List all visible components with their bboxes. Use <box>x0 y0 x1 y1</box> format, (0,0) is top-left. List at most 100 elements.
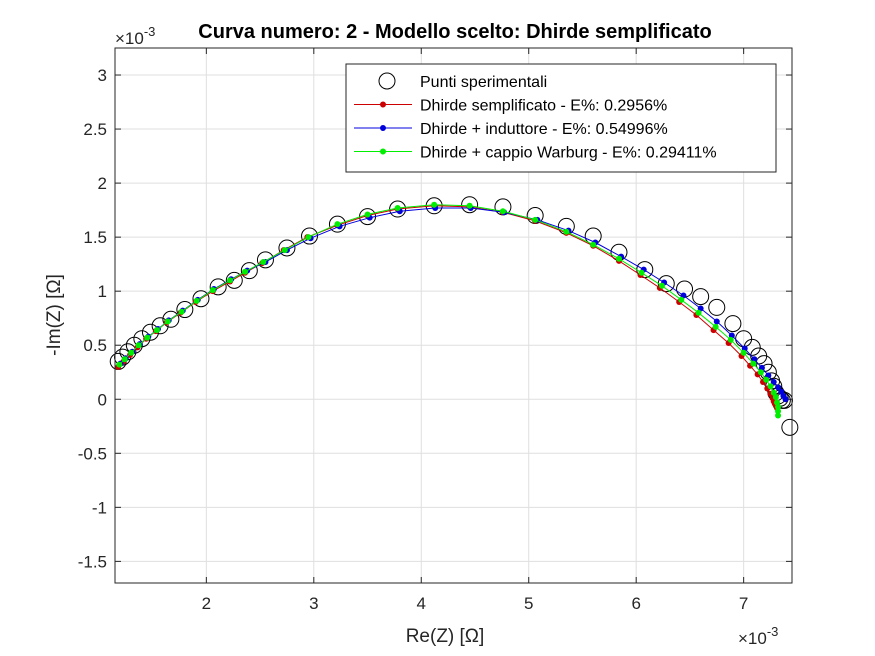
legend-item: Punti sperimentali <box>378 72 547 91</box>
y-axis-label: -Im(Z) [Ω] <box>44 274 65 356</box>
series-point <box>193 297 200 304</box>
series-point <box>532 216 539 223</box>
legend-label: Dhirde semplificato - E%: 0.2956% <box>420 98 667 115</box>
y-tick-label: 2 <box>98 174 107 193</box>
series-point <box>767 383 774 390</box>
series-point <box>209 287 216 294</box>
series-point <box>775 384 782 391</box>
experimental-point <box>692 288 710 306</box>
y-exponent-base: ×10 <box>115 29 144 48</box>
series-point <box>466 202 473 209</box>
series-point <box>144 334 151 341</box>
series-point <box>563 228 570 235</box>
series-point <box>499 208 506 215</box>
x-tick-labels: 2 3 4 5 6 7 <box>202 594 749 613</box>
y-exponent-label: ×10-3 <box>115 24 155 48</box>
legend-box <box>345 63 777 173</box>
y-tick-label: -0.5 <box>78 444 107 463</box>
x-tick-label: 7 <box>739 594 748 613</box>
legend-item: Dhirde + induttore - E%: 0.54996% <box>354 121 668 138</box>
x-tick-label: 3 <box>309 594 318 613</box>
series-layer <box>109 196 799 436</box>
axes-box <box>114 47 793 584</box>
experimental-point <box>389 200 407 218</box>
experimental-point <box>781 418 799 436</box>
experimental-point <box>225 271 243 289</box>
x-tick-label: 5 <box>524 594 533 613</box>
series-point <box>638 269 645 276</box>
legend-item: Dhirde semplificato - E%: 0.2956% <box>354 98 667 115</box>
legend-label: Dhirde + cappio Warburg - E%: 0.29411% <box>420 145 717 162</box>
series-point <box>128 349 135 356</box>
series-point <box>713 318 720 325</box>
series-point <box>615 255 622 262</box>
x-exponent-power: -3 <box>767 624 779 639</box>
experimental-point <box>192 290 210 308</box>
experimental-point <box>301 227 319 245</box>
x-exponent-label: ×10-3 <box>738 624 778 648</box>
series-point <box>281 247 288 254</box>
legend-marker <box>380 125 386 131</box>
y-exponent-power: -3 <box>144 24 156 39</box>
series-point <box>757 369 764 376</box>
series-point <box>775 412 782 419</box>
series-point <box>775 408 782 415</box>
experimental-point <box>151 317 169 335</box>
y-tick-label: 1.5 <box>83 228 107 247</box>
series-point <box>740 349 747 356</box>
legend-marker <box>380 148 386 155</box>
series-point <box>678 296 685 303</box>
y-tick-label: 0.5 <box>83 336 107 355</box>
series-point <box>242 268 249 275</box>
series-point <box>775 403 782 410</box>
y-tick-label: -1 <box>92 498 107 517</box>
y-tick-label: 2.5 <box>83 120 107 139</box>
series-point <box>658 282 665 289</box>
x-tick-label: 6 <box>631 594 640 613</box>
experimental-point <box>240 262 258 280</box>
series-point <box>178 308 185 315</box>
series-point <box>121 356 128 363</box>
experimental-point <box>176 301 194 319</box>
series-point <box>153 327 160 334</box>
y-tick-label: 1 <box>98 282 107 301</box>
series-point <box>782 396 789 403</box>
chart-title: Curva numero: 2 - Modello scelto: Dhirde… <box>198 21 711 43</box>
series-point <box>364 211 371 218</box>
experimental-point <box>461 196 479 214</box>
legend-label: Dhirde + induttore - E%: 0.54996% <box>420 121 668 138</box>
series-point <box>305 234 312 241</box>
legend-item: Dhirde + cappio Warburg - E%: 0.29411% <box>354 145 717 162</box>
series-point <box>695 309 702 316</box>
experimental-point <box>724 315 742 333</box>
legend-label: Punti sperimentali <box>420 74 547 91</box>
series-point <box>334 221 341 228</box>
y-tick-label: 3 <box>98 66 107 85</box>
x-exponent-base: ×10 <box>738 629 767 648</box>
legend-marker <box>378 72 396 90</box>
y-tick-labels: -1.5 -1 -0.5 0 0.5 1 1.5 2 2.5 3 <box>78 66 107 571</box>
series-point <box>164 318 171 325</box>
experimental-point <box>708 298 726 316</box>
series-point <box>727 336 734 343</box>
series-point <box>770 378 777 385</box>
y-tick-label: -1.5 <box>78 552 107 571</box>
series-point <box>431 201 438 208</box>
x-axis-label: Re(Z) [Ω] <box>406 626 485 647</box>
series-point <box>116 361 123 368</box>
experimental-point <box>209 278 227 296</box>
series-point <box>750 360 757 367</box>
experimental-point <box>278 239 296 257</box>
legend-marker <box>380 101 386 108</box>
experimental-point <box>162 310 180 328</box>
series-point <box>763 376 770 383</box>
series-point <box>772 394 779 401</box>
experimental-point <box>256 251 274 269</box>
x-tick-label: 2 <box>202 594 211 613</box>
series-point <box>135 342 142 349</box>
series-point <box>394 204 401 211</box>
series-3 <box>116 201 782 419</box>
series-point <box>260 259 267 265</box>
legend: Punti sperimentali Dhirde semplificato - … <box>345 63 777 173</box>
